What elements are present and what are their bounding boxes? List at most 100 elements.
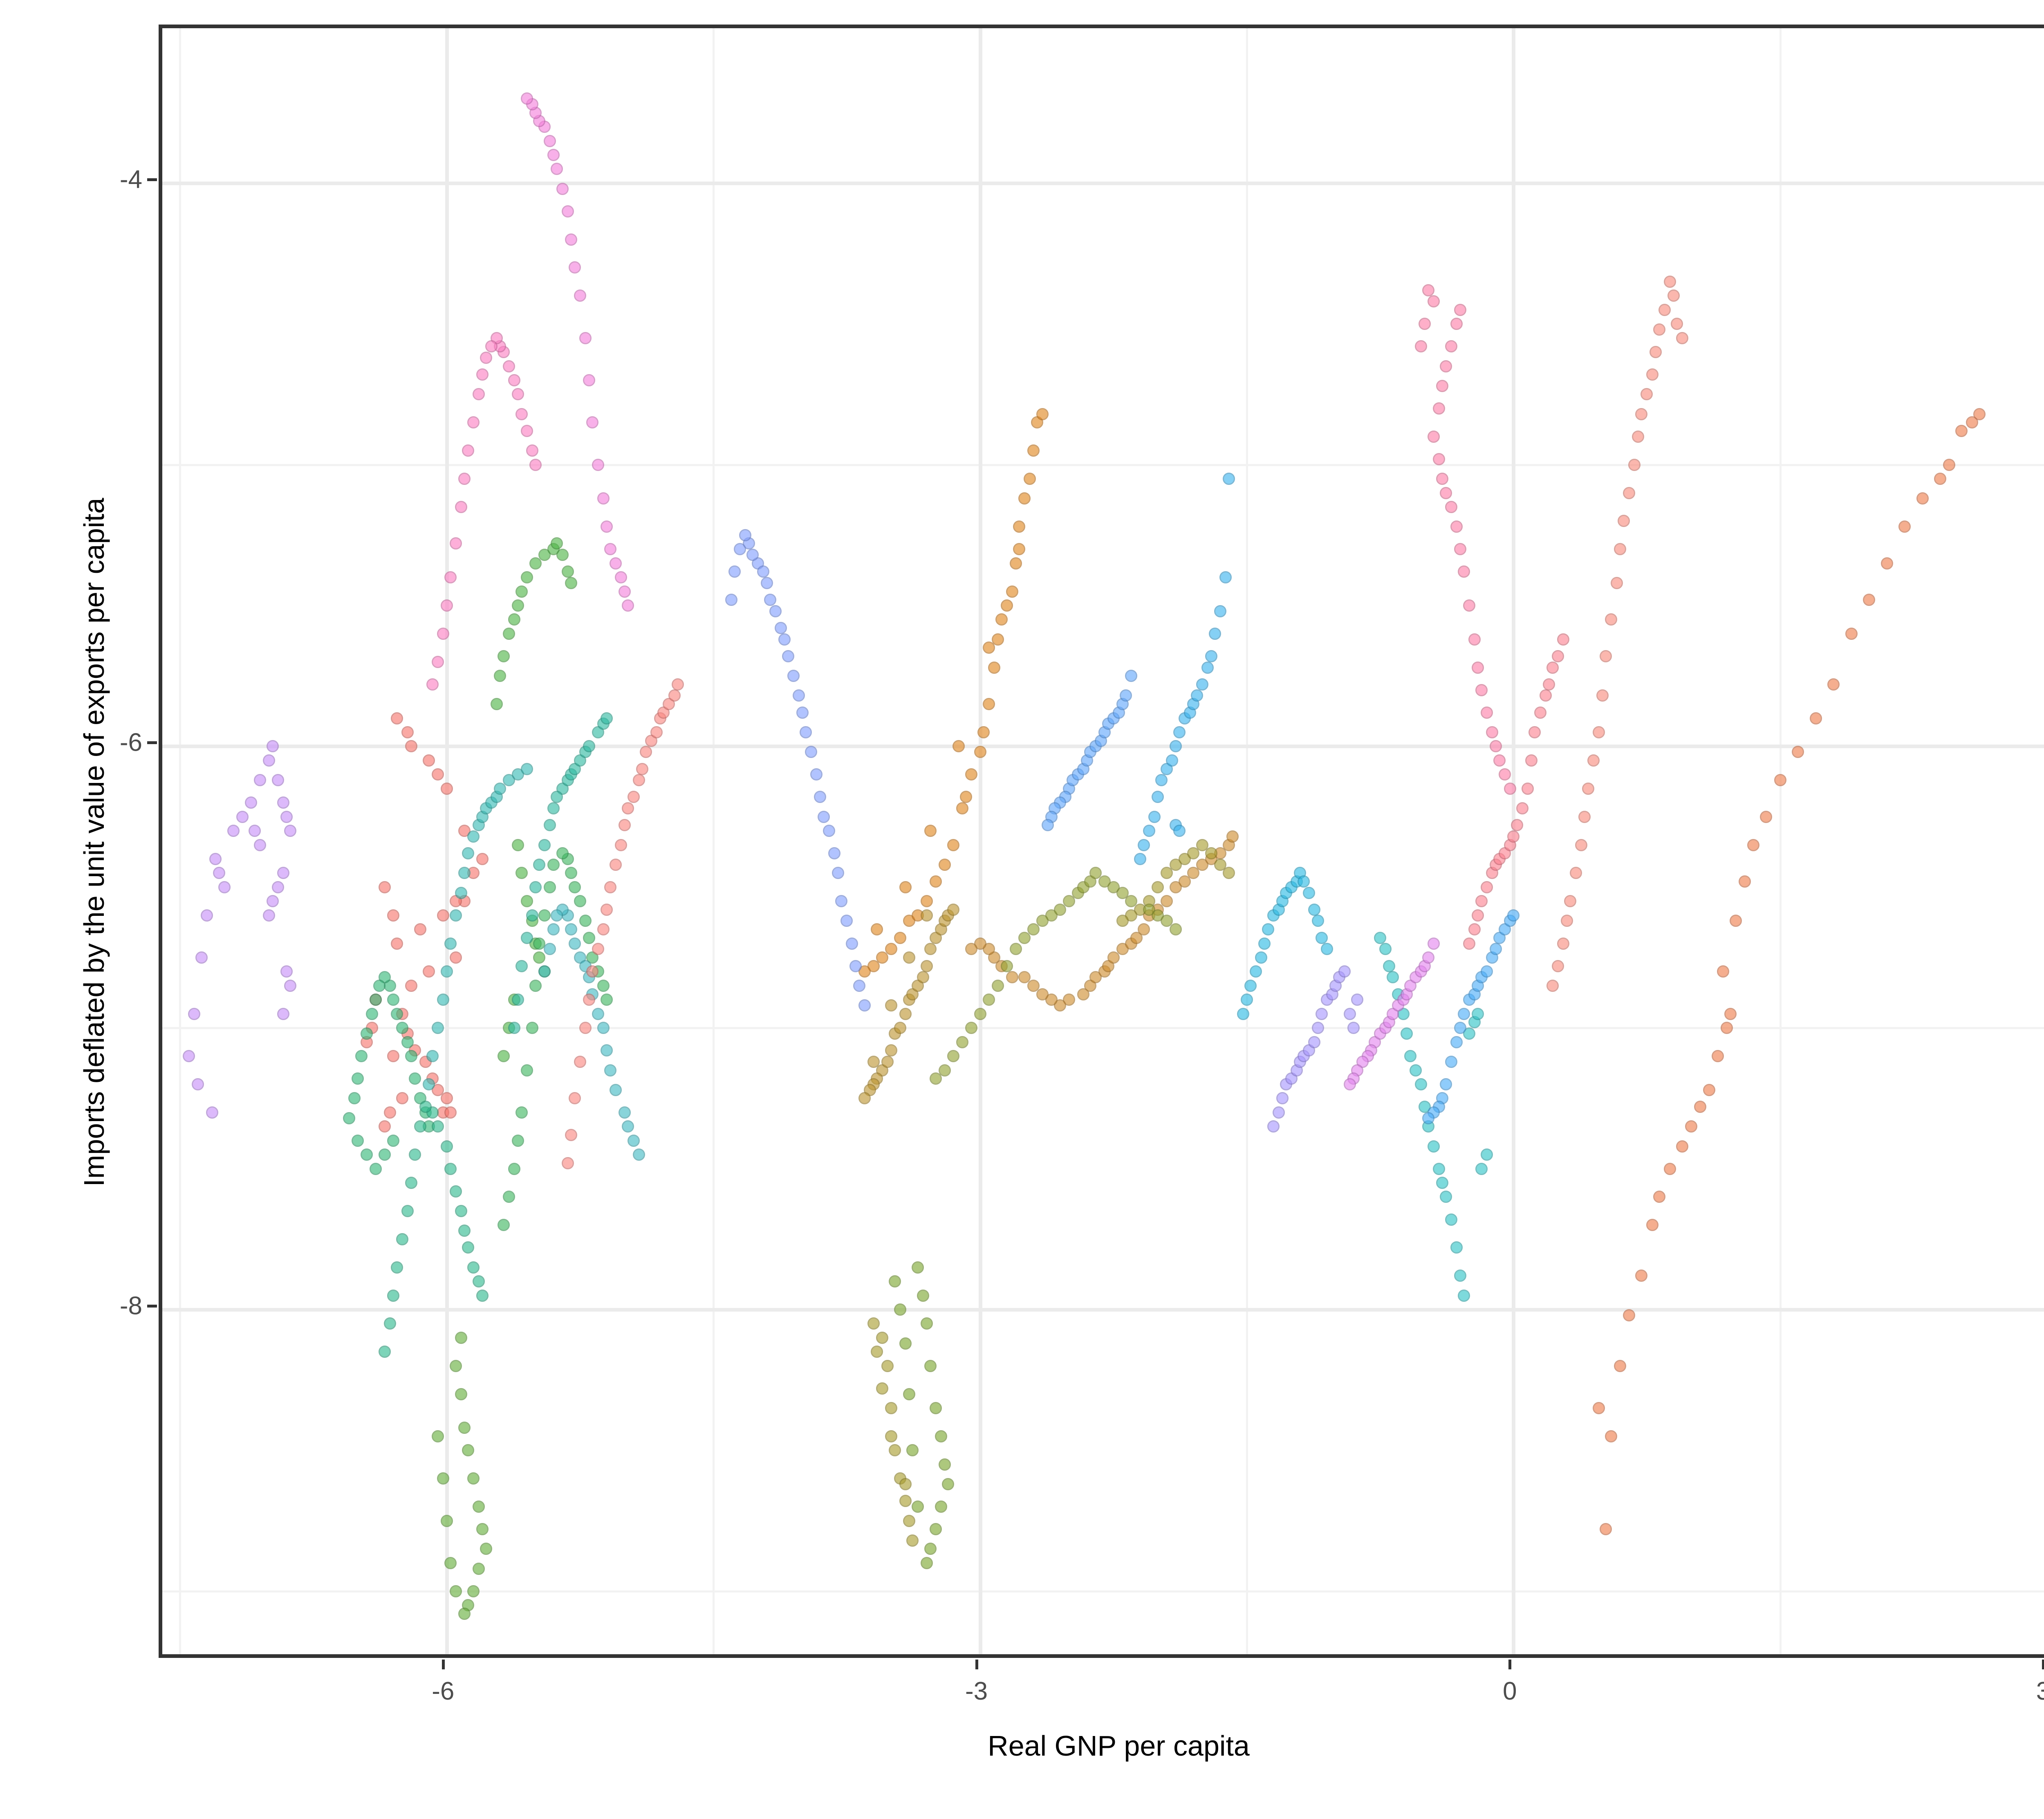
scatter-point [775,622,787,635]
scatter-point [1623,487,1635,499]
scatter-point [1511,819,1523,832]
scatter-point [1187,847,1200,860]
scatter-point [378,1346,391,1358]
scatter-point [494,670,507,682]
scatter-point [1472,909,1484,922]
scatter-point [1422,951,1434,964]
scatter-point [515,867,528,879]
scatter-point [1575,839,1587,851]
scatter-point [924,943,937,955]
scatter-point [1582,782,1594,795]
scatter-point [1303,886,1316,899]
scatter-point [227,825,240,837]
scatter-point [586,416,599,429]
scatter-point [352,1072,364,1085]
y-tick-label: -8 [119,1292,142,1320]
scatter-point [1173,825,1186,837]
scatter-point [254,774,267,787]
scatter-point [983,698,995,711]
scatter-point [1809,712,1822,724]
scatter-point [618,819,631,832]
scatter-point [200,909,213,922]
scatter-point [361,1027,373,1040]
scatter-point [935,1430,947,1442]
scatter-point [343,1112,355,1124]
scatter-point [1973,408,1986,420]
scatter-point [1161,895,1173,908]
scatter-point [432,655,444,668]
scatter-point [1658,303,1671,316]
scatter-point [462,444,475,457]
scatter-point [1463,1027,1475,1040]
scatter-point [1632,430,1644,443]
scatter-point [894,1303,906,1316]
scatter-point [942,1478,955,1491]
scatter-point [1463,937,1475,950]
scatter-point [899,1007,912,1020]
scatter-point [1427,430,1440,443]
scatter-point [903,1388,915,1400]
scatter-point [1374,931,1387,944]
scatter-point [1120,689,1132,702]
scatter-point [1685,1120,1698,1133]
scatter-point [1641,388,1653,401]
scatter-point [1481,881,1493,893]
scatter-point [782,650,794,662]
scatter-point [1196,678,1209,691]
scatter-point [440,965,453,978]
gridline-major-horizontal [162,181,2044,185]
scatter-point [1724,1007,1737,1020]
scatter-point [965,768,977,781]
scatter-point [1223,867,1235,879]
scatter-point [746,549,759,561]
scatter-point [885,999,898,1012]
scatter-point [277,867,289,879]
x-tick-mark [442,1660,445,1669]
scatter-point [383,1106,396,1119]
scatter-point [965,1022,977,1034]
scatter-point [1009,557,1022,570]
scatter-point [551,163,563,175]
scatter-point [1664,275,1676,288]
scatter-point [959,791,972,803]
scatter-point [520,895,533,908]
scatter-point [284,979,297,992]
scatter-point [992,633,1004,646]
scatter-point [1143,825,1155,837]
gridline-minor-vertical [713,28,715,1654]
scatter-point [455,1331,467,1344]
scatter-point [1450,1241,1463,1254]
scatter-point [586,965,599,978]
scatter-point [947,839,960,851]
scatter-point [1036,988,1049,1000]
y-tick-mark [147,741,157,745]
scatter-point [266,895,279,908]
scatter-point [1667,289,1680,302]
x-tick-mark [2042,1660,2044,1669]
scatter-point [511,388,524,401]
scatter-point [1432,1162,1445,1175]
scatter-point [455,1388,467,1400]
scatter-point [556,847,569,860]
scatter-point [538,839,551,851]
scatter-point [526,909,538,922]
scatter-point [810,768,823,781]
scatter-point [903,1514,915,1527]
scatter-point [1006,971,1018,984]
scatter-point [568,937,581,950]
scatter-point [361,1148,373,1161]
scatter-point [906,1534,919,1547]
scatter-point [885,1402,898,1415]
scatter-point [568,261,581,274]
scatter-point [1027,444,1040,457]
scatter-point [1721,1022,1733,1034]
scatter-point [1472,661,1484,674]
scatter-point [565,576,578,589]
scatter-point [579,915,592,927]
x-tick-mark [975,1660,978,1669]
scatter-point [1214,605,1226,617]
scatter-point [583,931,595,944]
scatter-point [515,1106,528,1119]
gridline-minor-vertical [179,28,182,1654]
